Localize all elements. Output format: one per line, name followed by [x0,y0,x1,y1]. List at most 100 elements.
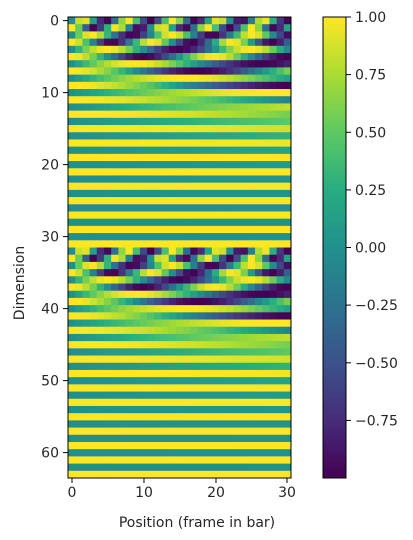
heatmap-cell [255,456,263,464]
heatmap-cell [255,240,263,248]
heatmap-cell [111,197,119,205]
heatmap-cell [204,218,213,227]
heatmap-cell [68,247,76,256]
heatmap-cell [219,441,227,450]
heatmap-cell [183,211,191,220]
heatmap-cell [190,319,198,328]
heatmap-cell [269,290,278,299]
heatmap-cell [211,269,220,277]
heatmap-cell [219,31,227,40]
heatmap-cell [233,125,242,133]
heatmap-cell [139,341,148,349]
heatmap-cell [255,197,263,205]
heatmap-cell [89,456,98,464]
heatmap-cell [103,413,112,421]
heatmap-cell [219,405,227,414]
heatmap-cell [125,441,134,450]
heatmap-cell [125,132,134,140]
heatmap-cell [68,405,76,414]
heatmap-cell [103,153,112,162]
heatmap-cell [262,441,270,450]
heatmap-cell [183,38,191,47]
heatmap-cell [118,31,126,40]
heatmap-cell [132,261,141,270]
heatmap-cell [132,45,141,54]
heatmap-cell [211,168,220,176]
heatmap-cell [89,398,98,407]
heatmap-cell [190,420,198,428]
heatmap-cell [118,197,126,205]
heatmap-cell [175,175,184,184]
heatmap-cell [154,420,162,428]
heatmap-cell [132,146,141,155]
heatmap-cell [240,463,249,472]
heatmap-cell [240,470,249,479]
heatmap-cell [111,153,119,162]
heatmap-cell [197,391,206,400]
heatmap-cell [89,312,98,320]
x-axis-label: Position (frame in bar) [119,515,275,531]
heatmap-cell [154,67,162,76]
heatmap-cell [219,276,227,284]
heatmap-cell [118,103,126,112]
heatmap-cell [75,427,83,436]
heatmap-cell [118,420,126,428]
x-tick-label: 30 [278,485,296,501]
heatmap-cell [168,60,177,68]
heatmap-cell [190,45,198,54]
heatmap-cell [190,218,198,227]
heatmap-cell [161,377,170,385]
heatmap-cell [103,233,112,241]
heatmap-cell [197,333,206,342]
heatmap-cell [183,74,191,83]
heatmap-cell [125,319,134,328]
heatmap-cell [183,225,191,234]
heatmap-cell [190,161,198,169]
heatmap-cell [139,405,148,414]
heatmap-cell [82,204,90,212]
heatmap-cell [147,341,155,349]
heatmap-cell [197,168,206,176]
heatmap-cell [103,369,112,378]
heatmap-cell [75,45,83,54]
heatmap-cell [168,283,177,292]
heatmap-cell [276,305,285,313]
heatmap-cell [82,470,90,479]
heatmap-cell [111,17,119,25]
heatmap-cell [89,348,98,356]
heatmap-cell [247,211,256,220]
heatmap-cell [125,225,134,234]
heatmap-cell [197,89,206,97]
heatmap-cell [183,405,191,414]
heatmap-cell [75,74,83,83]
heatmap-cell [75,24,83,32]
heatmap-cell [103,168,112,176]
heatmap-cell [211,434,220,443]
heatmap-cell [132,456,141,464]
heatmap-cell [89,89,98,97]
heatmap-cell [183,67,191,76]
heatmap-cell [161,175,170,184]
y-tick-label: 40 [41,302,59,318]
heatmap-cell [168,153,177,162]
heatmap-cell [226,398,234,407]
heatmap-cell [168,449,177,457]
heatmap-cell [96,391,105,400]
heatmap-cell [111,168,119,176]
heatmap-cell [183,233,191,241]
heatmap-cell [262,132,270,140]
heatmap-cell [197,204,206,212]
heatmap-cell [125,153,134,162]
heatmap-cell [183,333,191,342]
heatmap-cell [175,413,184,421]
heatmap-cell [262,297,270,306]
heatmap-cell [190,427,198,436]
heatmap-cell [161,449,170,457]
heatmap-cell [226,17,234,25]
heatmap-cell [276,283,285,292]
heatmap-cell [226,405,234,414]
heatmap-cell [226,53,234,61]
heatmap-cell [175,427,184,436]
heatmap-cell [82,413,90,421]
heatmap-cell [161,197,170,205]
